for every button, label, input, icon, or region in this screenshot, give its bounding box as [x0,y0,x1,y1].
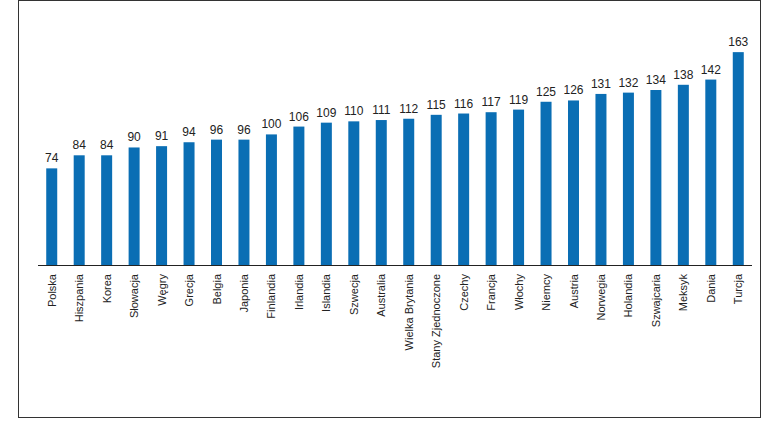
category-label: Szwajcaria [650,273,662,327]
data-label: 106 [289,110,309,124]
data-label: 126 [563,83,583,97]
category-label: Turcja [732,273,744,304]
bar [541,102,552,265]
bar [293,127,304,265]
category-label: Korea [101,273,113,303]
category-label: Belgia [211,273,223,304]
data-label: 119 [509,93,528,107]
bar [650,90,661,265]
category-label: Węgry [156,274,168,306]
data-label: 115 [427,98,446,112]
category-label: Dania [705,273,717,303]
bar [458,114,469,265]
category-label: Słowacja [128,273,140,318]
data-label: 131 [591,77,611,91]
category-label: Czechy [458,274,470,311]
data-label: 117 [482,95,501,109]
bar [129,147,140,265]
category-label: Francja [485,273,497,311]
data-label: 94 [182,125,196,139]
data-label: 112 [399,102,418,116]
data-label: 74 [45,151,59,165]
bar [595,94,606,265]
category-label: Holandia [622,273,634,317]
bar [266,134,277,265]
bar [46,168,57,265]
data-label: 163 [728,35,748,49]
category-label: Irlandia [293,273,305,310]
data-label: 109 [316,106,336,120]
category-label: Niemcy [540,274,552,311]
data-label: 90 [127,130,141,144]
category-label: Grecja [183,273,195,306]
category-label: Polska [46,273,58,307]
category-label: Włochy [513,274,525,311]
data-label: 96 [237,123,251,137]
bar [321,123,332,265]
category-label: Japonia [238,273,250,312]
data-label: 84 [73,138,87,152]
bar [623,93,634,265]
bar [348,121,359,265]
bar [156,146,167,265]
data-label: 134 [646,73,666,87]
bar [705,80,716,265]
data-label: 116 [454,97,473,111]
category-label: Meksyk [677,274,689,312]
data-label: 84 [100,138,114,152]
bar [101,155,112,265]
bar [238,140,249,265]
data-label: 138 [673,68,693,82]
frame [19,1,761,418]
data-label: 110 [344,104,363,118]
data-label: 96 [210,123,224,137]
data-label: 125 [536,85,556,99]
data-label: 91 [155,129,169,143]
category-label: Islandia [320,273,332,312]
data-label: 111 [372,103,391,117]
category-label: Austria [568,273,580,308]
category-label: Norwegia [595,273,607,320]
labels: 74 Polska 84 Hiszpania 84 Korea 90 Słowacja 91 Wę… [45,35,749,368]
category-label: Stany Zjednoczone [430,274,442,368]
bar [568,100,579,265]
bars [46,52,744,265]
bar [74,155,85,265]
bar [184,142,195,265]
category-label: Hiszpania [73,273,85,322]
category-label: Wielka Brytania [403,273,415,350]
bar [211,140,222,265]
chart: 74 Polska 84 Hiszpania 84 Korea 90 Słowacja 91 Wę… [0,0,780,435]
category-label: Finlandia [265,273,277,319]
data-label: 132 [618,76,638,90]
bar [376,120,387,265]
data-label: 142 [701,63,721,77]
bar [513,110,524,265]
bar [678,85,689,265]
baseline [38,265,752,266]
bar [403,119,414,265]
bar [733,52,744,265]
category-label: Australia [375,273,387,317]
bar [431,115,442,265]
category-label: Szwecja [348,273,360,315]
bar [486,112,497,265]
data-label: 100 [261,117,281,131]
